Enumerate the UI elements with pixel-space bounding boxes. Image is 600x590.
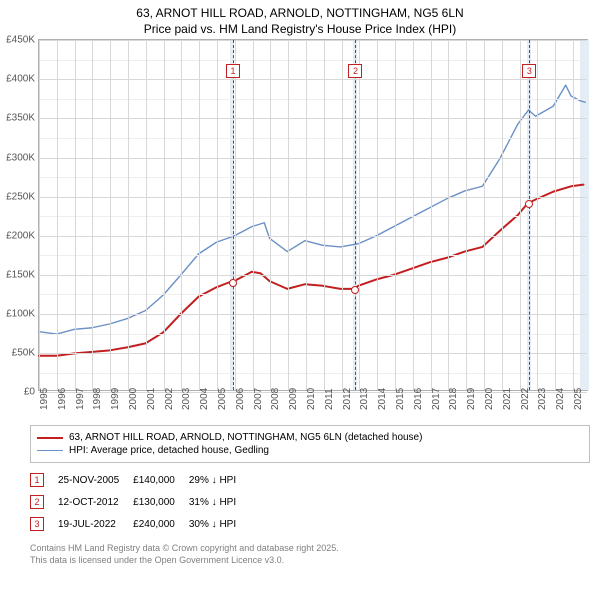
row-badge: 2	[30, 495, 44, 509]
plot: £0£50K£100K£150K£200K£250K£300K£350K£400…	[38, 39, 588, 391]
chart-title: 63, ARNOT HILL ROAD, ARNOLD, NOTTINGHAM,…	[0, 0, 600, 39]
marker-badge: 2	[348, 64, 362, 78]
row-date: 25-NOV-2005	[58, 469, 133, 491]
price-dot	[351, 286, 359, 294]
y-tick-label: £350K	[1, 113, 35, 124]
row-price: £140,000	[133, 469, 189, 491]
row-delta: 30% ↓ HPI	[189, 513, 250, 535]
row-price: £130,000	[133, 491, 189, 513]
row-delta: 29% ↓ HPI	[189, 469, 250, 491]
y-tick-label: £450K	[1, 35, 35, 46]
title-line2: Price paid vs. HM Land Registry's House …	[8, 22, 592, 38]
row-badge: 3	[30, 517, 44, 531]
chart-area: £0£50K£100K£150K£200K£250K£300K£350K£400…	[38, 39, 598, 419]
legend-label-blue: HPI: Average price, detached house, Gedl…	[69, 445, 269, 456]
y-tick-label: £250K	[1, 191, 35, 202]
y-tick-label: £100K	[1, 308, 35, 319]
y-tick-label: £300K	[1, 152, 35, 163]
row-date: 12-OCT-2012	[58, 491, 133, 513]
table-row: 3 19-JUL-2022£240,00030% ↓ HPI	[30, 513, 250, 535]
transactions-table: 1 25-NOV-2005£140,00029% ↓ HPI 2 12-OCT-201…	[30, 469, 590, 535]
marker-badge: 3	[522, 64, 536, 78]
title-line1: 63, ARNOT HILL ROAD, ARNOLD, NOTTINGHAM,…	[8, 6, 592, 22]
y-tick-label: £50K	[1, 348, 35, 359]
row-date: 19-JUL-2022	[58, 513, 133, 535]
price-dot	[229, 279, 237, 287]
plot-lines	[39, 40, 587, 390]
legend: 63, ARNOT HILL ROAD, ARNOLD, NOTTINGHAM,…	[30, 425, 590, 463]
chart-container: 63, ARNOT HILL ROAD, ARNOLD, NOTTINGHAM,…	[0, 0, 600, 590]
legend-row-red: 63, ARNOT HILL ROAD, ARNOLD, NOTTINGHAM,…	[37, 432, 583, 443]
row-delta: 31% ↓ HPI	[189, 491, 250, 513]
legend-swatch-blue	[37, 450, 63, 451]
table-row: 1 25-NOV-2005£140,00029% ↓ HPI	[30, 469, 250, 491]
row-badge: 1	[30, 473, 44, 487]
marker-badge: 1	[226, 64, 240, 78]
y-tick-label: £400K	[1, 74, 35, 85]
footer-line1: Contains HM Land Registry data © Crown c…	[30, 543, 590, 555]
footer-line2: This data is licensed under the Open Gov…	[30, 555, 590, 567]
legend-label-red: 63, ARNOT HILL ROAD, ARNOLD, NOTTINGHAM,…	[69, 432, 422, 443]
legend-swatch-red	[37, 437, 63, 439]
attribution: Contains HM Land Registry data © Crown c…	[30, 543, 590, 566]
y-tick-label: £0	[1, 387, 35, 398]
price-dot	[525, 200, 533, 208]
table-row: 2 12-OCT-2012£130,00031% ↓ HPI	[30, 491, 250, 513]
y-tick-label: £150K	[1, 269, 35, 280]
row-price: £240,000	[133, 513, 189, 535]
legend-row-blue: HPI: Average price, detached house, Gedl…	[37, 445, 583, 456]
y-tick-label: £200K	[1, 230, 35, 241]
